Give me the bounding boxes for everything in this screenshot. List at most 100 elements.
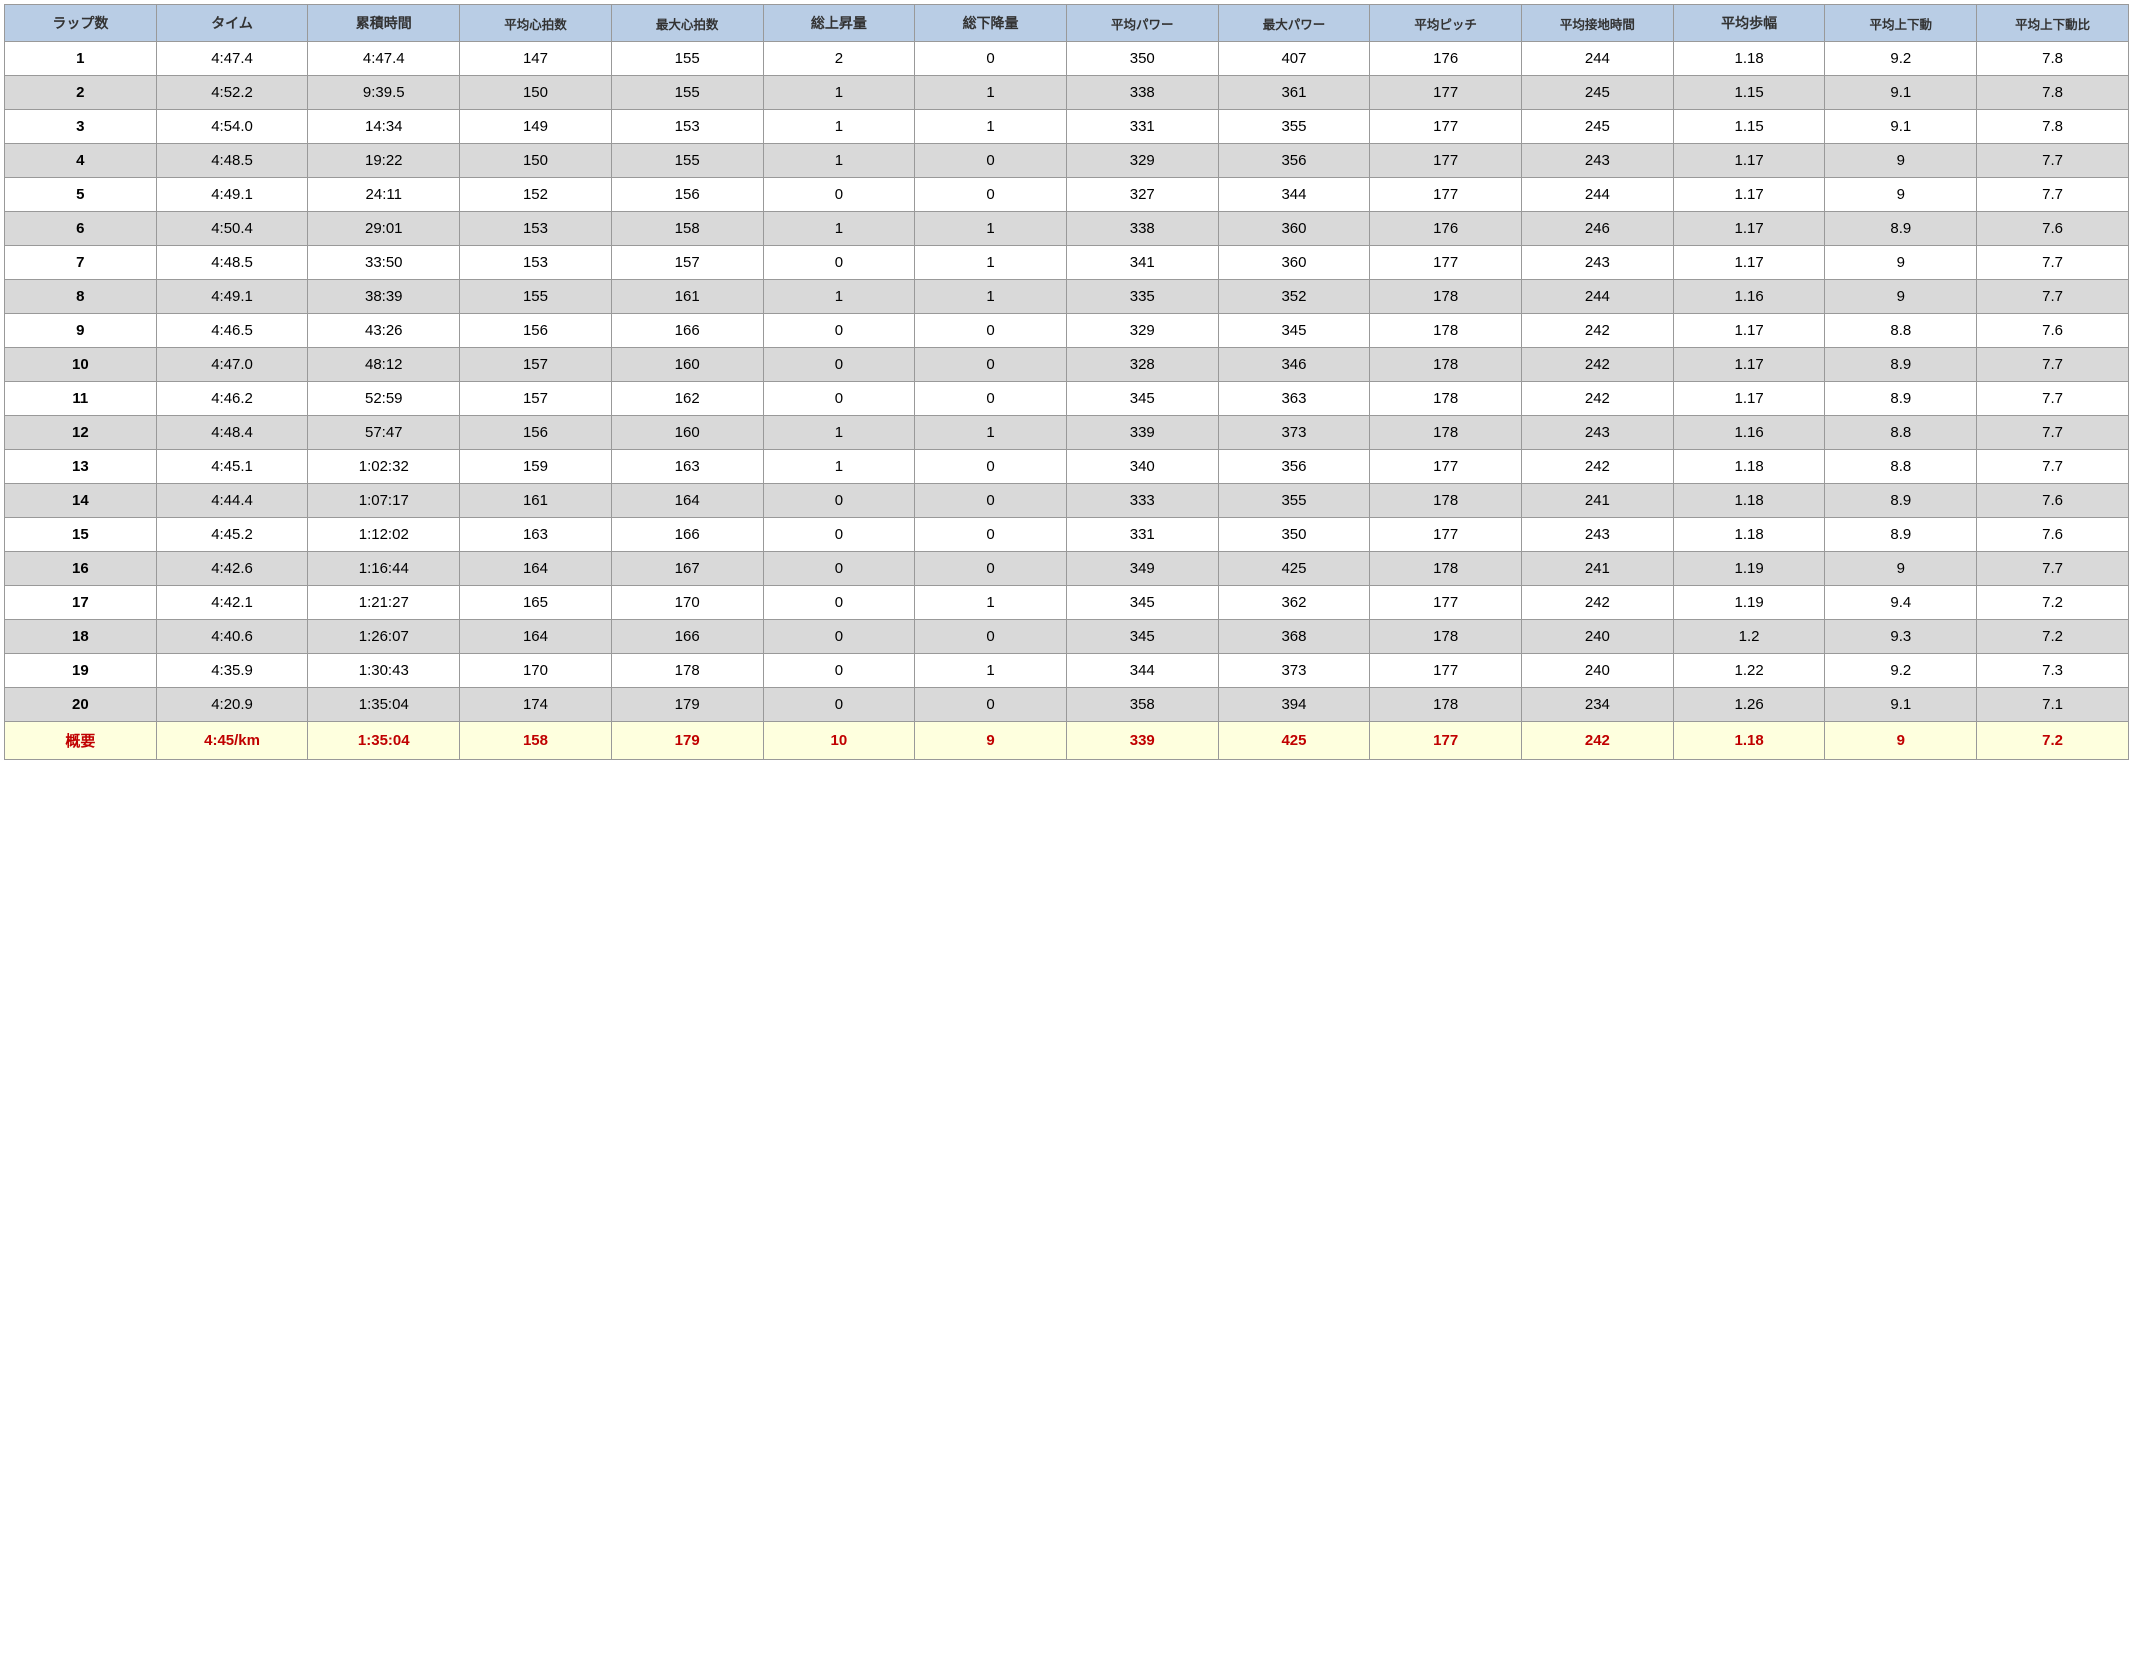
- table-cell: 178: [1370, 484, 1522, 518]
- table-cell: 362: [1218, 586, 1370, 620]
- table-cell: 7.1: [1977, 688, 2129, 722]
- table-cell: 1.18: [1673, 484, 1825, 518]
- table-cell: 7.6: [1977, 518, 2129, 552]
- summary-cell: 10: [763, 722, 915, 760]
- table-cell: 241: [1522, 552, 1674, 586]
- table-cell: 161: [460, 484, 612, 518]
- table-cell: 363: [1218, 382, 1370, 416]
- table-cell: 4:47.0: [156, 348, 308, 382]
- table-cell: 7.7: [1977, 280, 2129, 314]
- table-cell: 243: [1522, 144, 1674, 178]
- table-cell: 9.1: [1825, 76, 1977, 110]
- table-cell: 0: [915, 688, 1067, 722]
- summary-cell: 158: [460, 722, 612, 760]
- table-cell: 9: [1825, 280, 1977, 314]
- table-cell: 19: [5, 654, 157, 688]
- table-cell: 166: [611, 314, 763, 348]
- table-cell: 16: [5, 552, 157, 586]
- table-cell: 9:39.5: [308, 76, 460, 110]
- table-cell: 178: [611, 654, 763, 688]
- table-cell: 331: [1066, 518, 1218, 552]
- table-cell: 163: [460, 518, 612, 552]
- table-cell: 9.4: [1825, 586, 1977, 620]
- table-cell: 4:42.6: [156, 552, 308, 586]
- table-cell: 329: [1066, 144, 1218, 178]
- table-cell: 344: [1218, 178, 1370, 212]
- column-header-1: タイム: [156, 5, 308, 42]
- table-cell: 19:22: [308, 144, 460, 178]
- lap-data-table: ラップ数タイム累積時間平均心拍数最大心拍数総上昇量総下降量平均パワー最大パワー平…: [4, 4, 2129, 760]
- table-cell: 4:35.9: [156, 654, 308, 688]
- table-cell: 4:46.5: [156, 314, 308, 348]
- column-header-9: 平均ピッチ: [1370, 5, 1522, 42]
- table-cell: 339: [1066, 416, 1218, 450]
- table-cell: 20: [5, 688, 157, 722]
- table-cell: 158: [611, 212, 763, 246]
- table-row: 174:42.11:21:27165170013453621772421.199…: [5, 586, 2129, 620]
- table-cell: 7: [5, 246, 157, 280]
- table-cell: 155: [460, 280, 612, 314]
- table-row: 44:48.519:22150155103293561772431.1797.7: [5, 144, 2129, 178]
- table-cell: 4:42.1: [156, 586, 308, 620]
- summary-cell: 1.18: [1673, 722, 1825, 760]
- table-cell: 0: [915, 42, 1067, 76]
- table-cell: 178: [1370, 416, 1522, 450]
- table-cell: 157: [460, 382, 612, 416]
- table-cell: 33:50: [308, 246, 460, 280]
- table-cell: 1: [915, 586, 1067, 620]
- table-cell: 177: [1370, 450, 1522, 484]
- table-cell: 0: [763, 382, 915, 416]
- table-cell: 178: [1370, 280, 1522, 314]
- table-cell: 1.22: [1673, 654, 1825, 688]
- table-cell: 242: [1522, 382, 1674, 416]
- table-cell: 245: [1522, 110, 1674, 144]
- summary-row: 概要4:45/km1:35:041581791093394251772421.1…: [5, 722, 2129, 760]
- table-cell: 24:11: [308, 178, 460, 212]
- table-cell: 356: [1218, 450, 1370, 484]
- column-header-7: 平均パワー: [1066, 5, 1218, 42]
- summary-cell: 概要: [5, 722, 157, 760]
- table-cell: 7.7: [1977, 348, 2129, 382]
- table-cell: 0: [763, 178, 915, 212]
- table-cell: 14:34: [308, 110, 460, 144]
- column-header-6: 総下降量: [915, 5, 1067, 42]
- table-cell: 150: [460, 144, 612, 178]
- table-cell: 243: [1522, 246, 1674, 280]
- table-cell: 0: [763, 518, 915, 552]
- table-cell: 4:48.5: [156, 246, 308, 280]
- table-cell: 4:45.1: [156, 450, 308, 484]
- table-cell: 1:07:17: [308, 484, 460, 518]
- table-cell: 1: [763, 280, 915, 314]
- table-cell: 243: [1522, 416, 1674, 450]
- table-cell: 177: [1370, 586, 1522, 620]
- table-cell: 177: [1370, 110, 1522, 144]
- table-cell: 9.2: [1825, 42, 1977, 76]
- table-cell: 1.17: [1673, 314, 1825, 348]
- summary-cell: 7.2: [1977, 722, 2129, 760]
- table-cell: 0: [763, 314, 915, 348]
- table-cell: 7.8: [1977, 42, 2129, 76]
- table-cell: 7.7: [1977, 178, 2129, 212]
- table-cell: 4:49.1: [156, 178, 308, 212]
- table-cell: 176: [1370, 42, 1522, 76]
- table-cell: 0: [763, 620, 915, 654]
- table-cell: 1: [763, 416, 915, 450]
- summary-cell: 242: [1522, 722, 1674, 760]
- table-cell: 373: [1218, 416, 1370, 450]
- table-cell: 242: [1522, 586, 1674, 620]
- table-cell: 1.17: [1673, 144, 1825, 178]
- table-cell: 155: [611, 42, 763, 76]
- table-row: 34:54.014:34149153113313551772451.159.17…: [5, 110, 2129, 144]
- table-cell: 9: [1825, 144, 1977, 178]
- table-row: 184:40.61:26:07164166003453681782401.29.…: [5, 620, 2129, 654]
- table-cell: 11: [5, 382, 157, 416]
- table-cell: 153: [460, 246, 612, 280]
- table-cell: 1.19: [1673, 552, 1825, 586]
- table-cell: 1: [915, 654, 1067, 688]
- table-row: 24:52.29:39.5150155113383611772451.159.1…: [5, 76, 2129, 110]
- table-cell: 1: [763, 212, 915, 246]
- table-cell: 8.9: [1825, 382, 1977, 416]
- table-cell: 6: [5, 212, 157, 246]
- table-cell: 1: [915, 110, 1067, 144]
- table-cell: 1: [915, 212, 1067, 246]
